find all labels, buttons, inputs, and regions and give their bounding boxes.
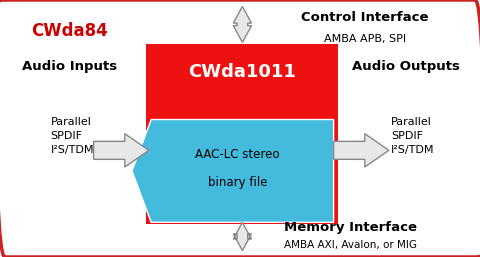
Polygon shape <box>132 120 334 222</box>
Text: Parallel
SPDIF
I²S/TDM: Parallel SPDIF I²S/TDM <box>391 117 435 155</box>
Polygon shape <box>233 6 252 42</box>
Text: Audio Outputs: Audio Outputs <box>352 60 459 73</box>
Text: Parallel
SPDIF
I²S/TDM: Parallel SPDIF I²S/TDM <box>50 117 94 155</box>
Text: AMBA APB, SPI: AMBA APB, SPI <box>324 34 406 43</box>
Text: CWda84: CWda84 <box>31 22 108 40</box>
Text: AMBA AXI, Avalon, or MIG: AMBA AXI, Avalon, or MIG <box>284 241 417 250</box>
Text: Memory Interface: Memory Interface <box>284 221 417 234</box>
Text: binary file: binary file <box>208 176 267 189</box>
Text: Audio Inputs: Audio Inputs <box>22 60 117 73</box>
Polygon shape <box>94 134 149 167</box>
Bar <box>146 44 338 224</box>
Text: AAC-LC stereo: AAC-LC stereo <box>195 148 280 161</box>
Polygon shape <box>233 222 252 251</box>
Text: CWda1011: CWda1011 <box>189 63 296 81</box>
Polygon shape <box>334 134 389 167</box>
Text: Control Interface: Control Interface <box>301 12 429 24</box>
